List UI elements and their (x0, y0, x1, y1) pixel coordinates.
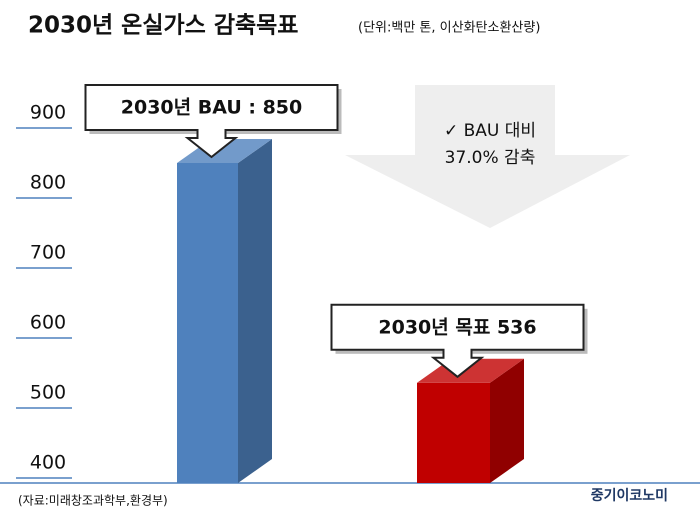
reduction-arrow (345, 85, 630, 228)
bar (417, 382, 490, 483)
brand: 중기이코노미 (591, 487, 668, 504)
y-tick-label: 700 (30, 242, 66, 264)
value-label: 2030년 목표 536 (378, 316, 536, 338)
source: (자료:미래창조과학부,환경부) (18, 494, 168, 508)
bar-top (177, 139, 272, 163)
callout (84, 84, 339, 159)
annotation: 37.0% 감축 (445, 148, 536, 168)
y-tick-label: 900 (30, 102, 66, 124)
y-tick-label: 800 (30, 172, 66, 194)
y-tick-label: 500 (30, 382, 66, 404)
value-label: 2030년 BAU : 850 (121, 97, 303, 119)
chart-subtitle: (단위:백만 톤, 이산화탄소환산량) (358, 21, 540, 36)
bar-side (490, 358, 524, 483)
bar-side (238, 139, 272, 483)
annotation: ✓ BAU 대비 (444, 121, 536, 141)
y-tick-label: 400 (30, 452, 66, 474)
y-tick-label: 600 (30, 312, 66, 334)
callout (330, 303, 585, 379)
bar (177, 163, 238, 483)
chart-title: 2030년 온실가스 감축목표 (28, 13, 298, 39)
